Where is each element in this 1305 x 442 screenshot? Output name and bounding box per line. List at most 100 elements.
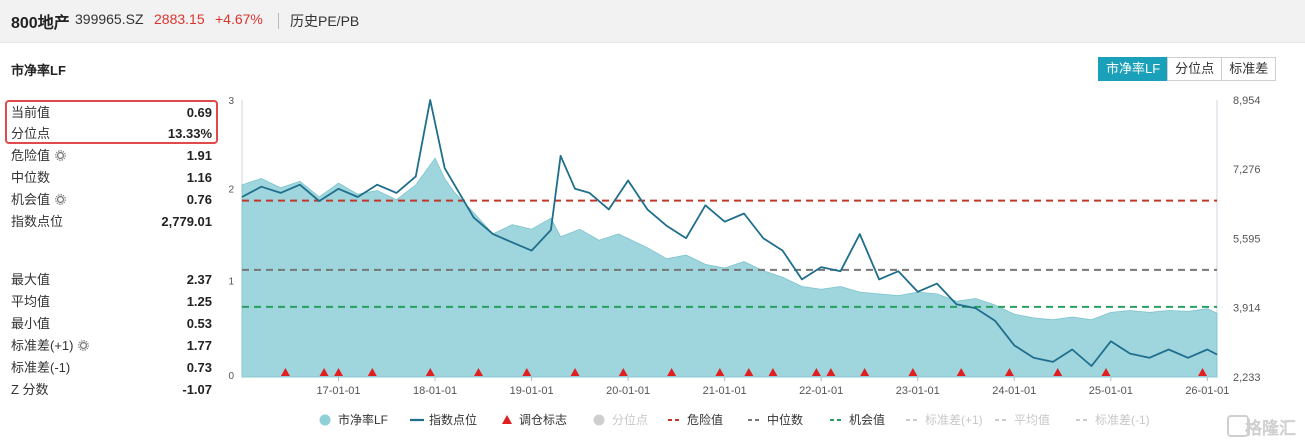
header-divider bbox=[278, 13, 279, 29]
stat-value: 1.16 bbox=[186, 170, 212, 185]
stat-value: 13.33% bbox=[167, 126, 212, 141]
legend-label: 平均值 bbox=[1014, 412, 1050, 427]
stat-value: 0.73 bbox=[186, 360, 212, 375]
left-tick-label: 1 bbox=[228, 277, 234, 288]
rebalance-marker bbox=[1004, 368, 1014, 376]
history-pe-pb-link[interactable]: 历史PE/PB bbox=[290, 13, 360, 29]
left-tick-label: 0 bbox=[228, 371, 234, 382]
legend-label: 机会值 bbox=[849, 412, 885, 427]
stat-label: Z 分数 bbox=[11, 382, 49, 397]
rebalance-marker bbox=[319, 368, 329, 376]
rebalance-marker bbox=[956, 368, 966, 376]
stat-value: 2,779.01 bbox=[161, 214, 212, 229]
x-tick-label: 22-01-01 bbox=[799, 385, 843, 397]
stat-label: 当前值 bbox=[11, 105, 51, 120]
rebalance-marker bbox=[280, 368, 290, 376]
rebalance-marker bbox=[826, 368, 836, 376]
legend-dot-icon bbox=[593, 414, 605, 426]
legend-item[interactable]: 指数点位 bbox=[410, 412, 477, 427]
x-tick-label: 21-01-01 bbox=[703, 385, 747, 397]
stat-value: 0.53 bbox=[186, 316, 212, 331]
rebalance-marker bbox=[522, 368, 532, 376]
x-tick-label: 18-01-01 bbox=[413, 385, 457, 397]
rebalance-marker bbox=[1053, 368, 1063, 376]
rebalance-marker bbox=[367, 368, 377, 376]
stat-row: 最小值 0.53 bbox=[11, 314, 212, 334]
header-bar: 800地产 399965.SZ 2883.15 +4.67% 历史PE/PB bbox=[0, 0, 1305, 43]
stat-label: 分位点 bbox=[11, 126, 51, 141]
stat-label: 标准差(+1) bbox=[11, 336, 90, 356]
rebalance-marker bbox=[744, 368, 754, 376]
legend-item[interactable]: 危险值 bbox=[668, 412, 723, 427]
stat-label: 中位数 bbox=[11, 170, 51, 185]
legend-item[interactable]: 标准差(-1) bbox=[1076, 413, 1150, 427]
stat-row: 最大值 2.37 bbox=[11, 270, 212, 290]
rebalance-marker bbox=[334, 368, 344, 376]
legend-item[interactable]: 调仓标志 bbox=[502, 413, 567, 427]
index-change: +4.67% bbox=[215, 11, 263, 27]
stat-label: 标准差(-1) bbox=[11, 360, 71, 375]
stat-label: 指数点位 bbox=[11, 214, 64, 229]
legend-label: 中位数 bbox=[767, 412, 803, 427]
stat-value: 0.69 bbox=[186, 105, 212, 120]
stat-row: 危险值 1.91 bbox=[11, 146, 212, 166]
legend-item[interactable]: 中位数 bbox=[748, 412, 803, 427]
rebalance-marker bbox=[768, 368, 778, 376]
rebalance-marker bbox=[570, 368, 580, 376]
index-code: 399965.SZ bbox=[75, 11, 144, 27]
right-tick-label: 2,233 bbox=[1233, 372, 1261, 384]
gear-icon[interactable] bbox=[55, 147, 66, 161]
stat-value: -1.07 bbox=[182, 382, 212, 397]
legend-label: 指数点位 bbox=[429, 412, 477, 427]
legend-label: 标准差(+1) bbox=[925, 413, 983, 427]
stat-label: 机会值 bbox=[11, 190, 66, 210]
pb-area-series bbox=[241, 157, 1218, 378]
legend-item[interactable]: 机会值 bbox=[830, 412, 885, 427]
rebalance-marker bbox=[618, 368, 628, 376]
stat-value: 1.77 bbox=[186, 338, 212, 353]
x-tick-label: 24-01-01 bbox=[992, 385, 1036, 397]
stat-row: 当前值 0.69 bbox=[11, 103, 212, 123]
index-price: 2883.15 bbox=[154, 11, 205, 27]
legend-label: 标准差(-1) bbox=[1095, 413, 1150, 427]
legend-label: 分位点 bbox=[612, 412, 648, 427]
stat-row: 平均值 1.25 bbox=[11, 292, 212, 312]
x-tick-label: 23-01-01 bbox=[896, 385, 940, 397]
rebalance-marker bbox=[1198, 368, 1208, 376]
highlight-box bbox=[5, 100, 218, 144]
gear-icon[interactable] bbox=[78, 337, 90, 351]
right-tick-label: 8,954 bbox=[1233, 95, 1261, 107]
stat-row: 标准差(+1) 1.77 bbox=[11, 336, 212, 356]
stat-value: 2.37 bbox=[186, 272, 212, 287]
right-tick-label: 5,595 bbox=[1233, 233, 1261, 245]
stat-label: 平均值 bbox=[11, 294, 51, 309]
tab-std-dev[interactable]: 标准差 bbox=[1221, 57, 1277, 81]
rebalance-marker bbox=[667, 368, 677, 376]
stat-label: 危险值 bbox=[11, 146, 66, 166]
stat-label: 最大值 bbox=[11, 272, 51, 287]
watermark-logo-icon bbox=[1227, 415, 1249, 437]
x-tick-label: 19-01-01 bbox=[510, 385, 554, 397]
legend-item[interactable]: 标准差(+1) bbox=[906, 413, 983, 427]
legend-item[interactable]: 平均值 bbox=[995, 412, 1050, 427]
index-line-series bbox=[241, 99, 1218, 367]
tab-percentile[interactable]: 分位点 bbox=[1167, 57, 1223, 81]
x-tick-label: 20-01-01 bbox=[606, 385, 650, 397]
legend-triangle-icon bbox=[502, 415, 512, 424]
rebalance-marker bbox=[715, 368, 725, 376]
gear-icon[interactable] bbox=[55, 191, 66, 205]
rebalance-marker bbox=[474, 368, 484, 376]
stat-row: 机会值 0.76 bbox=[11, 190, 212, 210]
rebalance-marker bbox=[860, 368, 870, 376]
legend-item[interactable]: 市净率LF bbox=[319, 412, 389, 427]
rebalance-marker bbox=[908, 368, 918, 376]
right-tick-label: 3,914 bbox=[1233, 303, 1261, 315]
metric-tabs: 市净率LF 分位点 标准差 bbox=[1098, 57, 1277, 81]
watermark-text: 格隆汇 bbox=[1245, 418, 1296, 438]
stat-label: 最小值 bbox=[11, 316, 51, 331]
legend-item[interactable]: 分位点 bbox=[593, 412, 649, 427]
panel-title: 市净率LF bbox=[11, 63, 66, 78]
x-tick-label: 26-01-01 bbox=[1185, 385, 1229, 397]
tab-pb-lf[interactable]: 市净率LF bbox=[1098, 57, 1169, 81]
stat-value: 0.76 bbox=[186, 192, 212, 207]
